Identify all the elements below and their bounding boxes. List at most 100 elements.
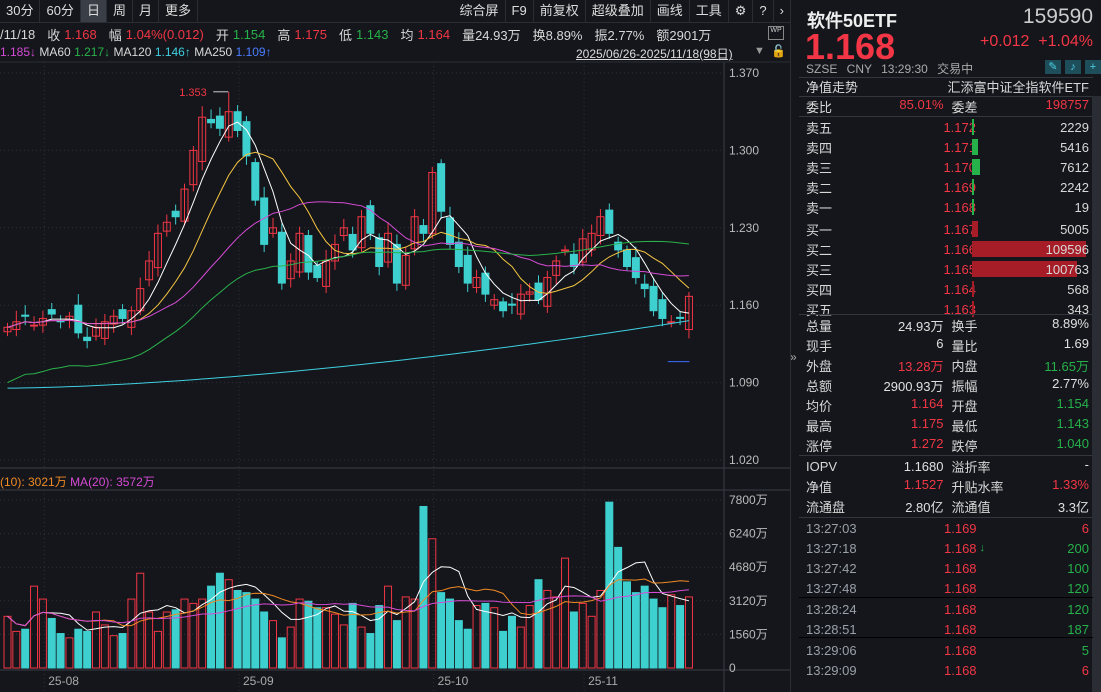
tool-button[interactable]: 超级叠加 <box>586 0 651 22</box>
tick-time: 13:28:24 <box>806 601 857 617</box>
level-label: 买五 <box>806 302 833 318</box>
tick-volume: 200 <box>1067 540 1089 556</box>
stat-value: 2900.93万 <box>883 378 944 394</box>
tick-time: 13:27:18 <box>806 540 857 556</box>
volume-bar <box>109 635 118 669</box>
tool-button[interactable]: 画线 <box>651 0 690 22</box>
lock-icon[interactable]: 🔓 <box>771 44 786 58</box>
candle-down <box>83 336 92 342</box>
level-label: 卖五 <box>806 120 833 136</box>
stat-value: 1.33% <box>1052 476 1089 492</box>
stat-label: 量比 <box>951 338 978 354</box>
market-status: SZSE CNY 13:29:30 交易中 <box>806 62 974 76</box>
nav-trend-link[interactable]: 净值走势 <box>806 79 859 95</box>
stat-row: 流通盘 2.80亿 流通值 3.3亿 <box>806 496 1089 516</box>
ask-row[interactable]: 卖三 1.170 7612 <box>806 157 1089 177</box>
price-tick-label: 1.090 <box>729 376 759 390</box>
ask-row[interactable]: 卖五 1.172 2229 <box>806 117 1089 137</box>
level-volume: 343 <box>1067 301 1089 317</box>
tick-volume: 6 <box>1081 520 1089 536</box>
stat-label: 升贴水率 <box>951 479 1004 495</box>
chevron-right-icon[interactable]: › <box>779 3 784 18</box>
candle-up <box>401 254 410 286</box>
level-price: 1.172 <box>943 119 976 135</box>
volume-bar <box>490 607 499 669</box>
tool-button[interactable]: 工具 <box>690 0 729 22</box>
volume-bar <box>207 585 216 669</box>
period-tab[interactable]: 60分 <box>40 0 81 22</box>
bid-row[interactable]: 买五 1.163 343 <box>806 299 1089 319</box>
period-tab[interactable]: 日 <box>80 0 107 22</box>
stat-row: IOPV 1.1680 溢折率 - <box>806 456 1089 476</box>
level-price: 1.170 <box>943 159 976 175</box>
candle-down <box>242 121 251 157</box>
dropdown-triangle-icon[interactable]: ▼ <box>754 45 765 57</box>
volume-bar <box>375 605 384 669</box>
period-tab[interactable]: 更多 <box>159 0 198 22</box>
volume-bar <box>587 615 596 669</box>
volume-bar <box>972 119 975 135</box>
candle-down <box>207 118 216 124</box>
ask-row[interactable]: 卖四 1.171 5416 <box>806 137 1089 157</box>
amount-value: 额2901万 <box>656 27 712 43</box>
ask-row[interactable]: 卖二 1.169 2242 <box>806 177 1089 197</box>
volume-tick-label: 0 <box>729 661 736 675</box>
candle-up <box>384 232 393 263</box>
period-tab[interactable]: 30分 <box>0 0 41 22</box>
stat-label: 开盘 <box>951 398 978 414</box>
level-label: 卖三 <box>806 160 833 176</box>
level-label: 卖二 <box>806 180 833 196</box>
tool-button[interactable]: F9 <box>506 0 534 22</box>
help-icon[interactable]: ? <box>753 0 774 22</box>
level-volume: 2229 <box>1060 119 1089 135</box>
candle-down <box>313 264 322 279</box>
bid-row[interactable]: 买三 1.165 100763 <box>806 259 1089 279</box>
candle-up <box>339 227 348 237</box>
stat-value: 2.80亿 <box>905 499 944 515</box>
candle-up <box>189 149 198 186</box>
avg-label: 均 <box>400 27 414 43</box>
candle-down <box>507 303 516 306</box>
scrollbar[interactable] <box>1092 96 1101 692</box>
price-tick-label: 1.160 <box>729 298 759 312</box>
volume-bar <box>260 611 269 669</box>
wp-icon[interactable]: WP <box>768 26 784 40</box>
bell-icon[interactable]: ♪ <box>1065 60 1081 74</box>
candle-up <box>153 232 162 269</box>
bid-row[interactable]: 买一 1.167 5005 <box>806 219 1089 239</box>
period-tab[interactable]: 周 <box>107 0 133 22</box>
expand-icon[interactable]: » <box>790 350 797 364</box>
volume-tick-label: 7800万 <box>729 493 768 507</box>
tick-time: 13:27:48 <box>806 580 857 596</box>
level-price: 1.167 <box>943 221 976 237</box>
stat-value: 1.69 <box>1063 335 1089 351</box>
price-tick-label: 1.230 <box>729 221 759 235</box>
candle-up <box>286 260 295 280</box>
close-value: 1.168 <box>64 26 97 42</box>
edit-icon[interactable]: ✎ <box>1045 60 1061 74</box>
add-icon[interactable]: + <box>1085 60 1101 74</box>
volume-bar <box>21 628 30 669</box>
bid-row[interactable]: 买四 1.164 568 <box>806 279 1089 299</box>
volume-bar <box>631 592 640 669</box>
volume-bar <box>366 633 375 669</box>
ma120-label: MA120 <box>113 45 152 59</box>
ma250-value: 1.109↑ <box>235 45 272 59</box>
volume-bar <box>330 613 339 669</box>
ask-row[interactable]: 卖一 1.168 19 <box>806 197 1089 217</box>
kline-chart[interactable]: 1.370 1.300 1.230 1.160 1.090 1.020 7800万 6240万… <box>0 0 790 692</box>
period-tab[interactable]: 月 <box>133 0 159 22</box>
volume-bar <box>640 585 649 669</box>
level-volume: 7612 <box>1060 159 1089 175</box>
stat-label: 流通值 <box>951 499 991 515</box>
tool-button[interactable]: 综合屏 <box>454 0 506 22</box>
volume-tick-label: 6240万 <box>729 527 768 541</box>
date-range[interactable]: 2025/06/26-2025/11/18(98日) <box>576 47 733 61</box>
settings-gear-icon[interactable]: ⚙ <box>729 0 754 22</box>
volume-bar <box>552 596 561 669</box>
volume-bar <box>463 628 472 669</box>
tool-button[interactable]: 前复权 <box>534 0 586 22</box>
candle-up <box>543 277 552 307</box>
bid-row[interactable]: 买二 1.166 109596 <box>806 239 1089 259</box>
x-tick-label: 25-09 <box>243 674 274 688</box>
